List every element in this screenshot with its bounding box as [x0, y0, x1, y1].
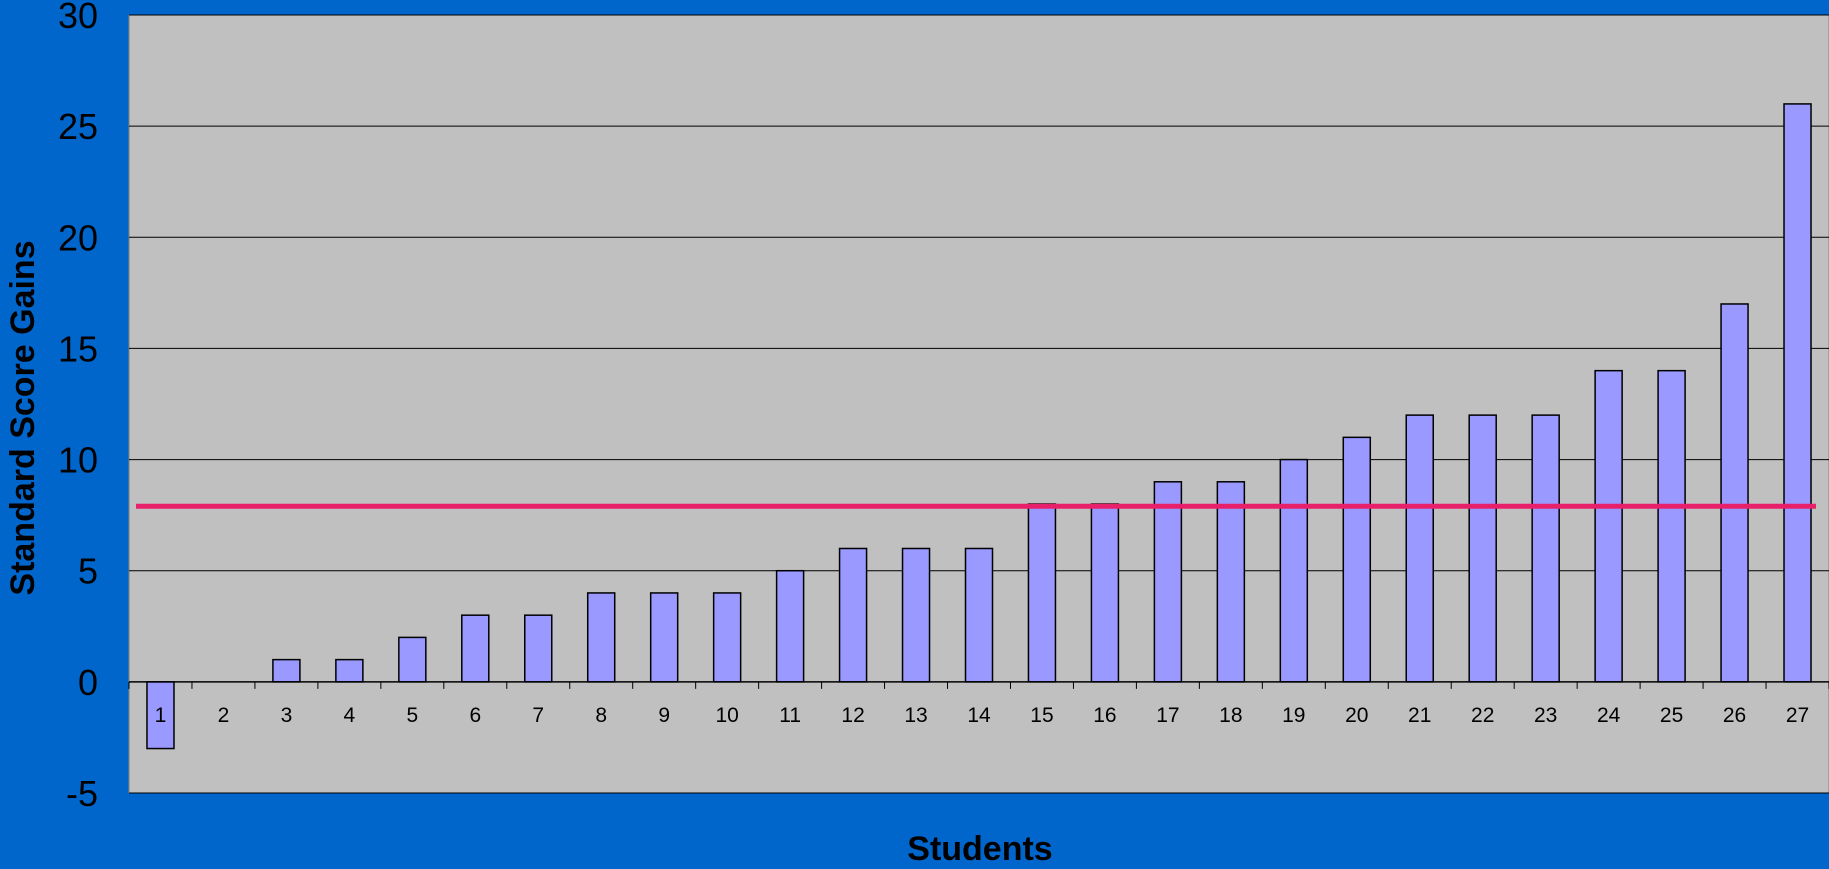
x-tick-label: 19 — [1282, 704, 1305, 727]
x-tick-marks — [128, 681, 1829, 689]
bar — [398, 636, 427, 683]
x-tick-label: 25 — [1660, 704, 1683, 727]
x-tick-label: 21 — [1408, 704, 1431, 727]
y-tick-label: 5 — [78, 551, 98, 592]
bar — [1657, 369, 1686, 683]
x-tick-label: 20 — [1345, 704, 1368, 727]
bars — [146, 103, 1812, 750]
bar — [838, 547, 868, 683]
x-tick-label: 6 — [469, 704, 481, 727]
x-tick-label: 27 — [1786, 704, 1809, 727]
x-tick-label: 8 — [595, 704, 607, 727]
bar — [775, 569, 805, 683]
y-tick-label: 25 — [58, 106, 98, 147]
y-tick-label: -5 — [66, 773, 98, 814]
x-tick-label: 17 — [1156, 704, 1179, 727]
bar — [1720, 303, 1749, 683]
bar — [461, 614, 490, 683]
x-tick-label: 13 — [904, 704, 927, 727]
bar — [1342, 436, 1372, 683]
x-tick-label: 7 — [532, 704, 544, 727]
x-tick-label: 22 — [1471, 704, 1494, 727]
x-tick-label: 18 — [1219, 704, 1242, 727]
y-tick-label: 30 — [58, 0, 98, 36]
bar — [586, 592, 616, 683]
x-tick-label: 14 — [967, 704, 991, 727]
bar — [1468, 414, 1497, 683]
x-tick-label: 3 — [281, 704, 293, 727]
y-tick-label: 15 — [58, 328, 98, 369]
bar — [964, 547, 994, 683]
bar — [1405, 414, 1434, 683]
x-tick-label: 16 — [1093, 704, 1116, 727]
bar — [335, 658, 364, 683]
x-tick-label: 2 — [218, 704, 230, 727]
bar — [1090, 503, 1120, 683]
bar — [146, 681, 175, 750]
bar — [1153, 481, 1183, 683]
bar — [1783, 103, 1812, 683]
x-tick-label: 1 — [155, 704, 167, 727]
x-tick-labels: 1 2 3 4 5 6 7 8 9 10 11 12 13 14 15 16 17 18 19 20 21 22 23 24 2… — [155, 704, 1810, 727]
bar — [901, 547, 931, 683]
bar — [712, 592, 742, 683]
x-tick-label: 23 — [1534, 704, 1557, 727]
bar — [1594, 369, 1623, 683]
y-tick-labels: 30 25 20 15 10 5 0 -5 — [58, 0, 98, 814]
bar — [524, 614, 553, 683]
x-axis-title: Students — [907, 830, 1052, 868]
bar — [1216, 481, 1246, 683]
x-tick-label: 26 — [1723, 704, 1746, 727]
x-tick-label: 15 — [1030, 704, 1053, 727]
bar — [1279, 458, 1309, 683]
y-axis-title: Standard Score Gains — [4, 240, 42, 595]
x-tick-label: 5 — [406, 704, 418, 727]
y-tick-label: 20 — [58, 217, 98, 258]
bar — [272, 658, 301, 683]
x-tick-label: 11 — [779, 704, 801, 727]
y-tick-label: 10 — [58, 440, 98, 481]
x-tick-label: 12 — [841, 704, 864, 727]
x-tick-label: 24 — [1597, 704, 1621, 727]
bar — [1531, 414, 1560, 683]
bar — [1027, 503, 1057, 683]
x-tick-label: 4 — [344, 704, 356, 727]
y-tick-label: 0 — [78, 662, 98, 703]
x-tick-label: 9 — [658, 704, 670, 727]
bar — [649, 592, 679, 683]
x-tick-label: 10 — [715, 704, 738, 727]
